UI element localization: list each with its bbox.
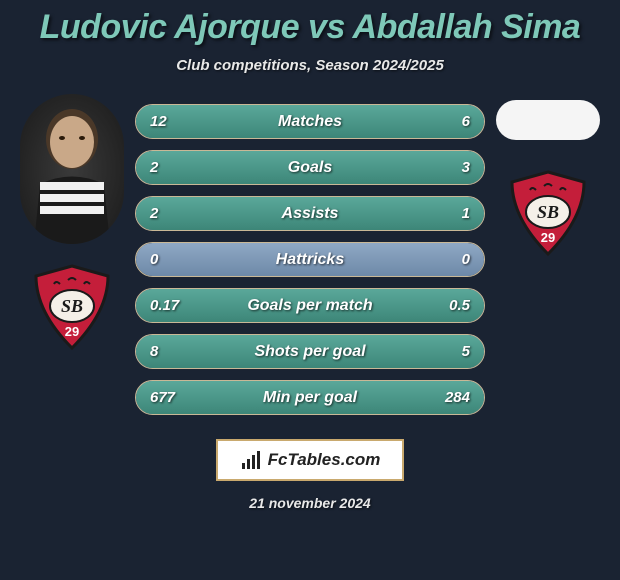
main-area: SB 29 12Matches62Goals32Assists10Hattric… [0,104,620,415]
stat-row: 8Shots per goal5 [135,334,485,369]
stat-value-right: 1 [414,205,484,222]
team-right-badge: SB 29 [502,168,594,260]
stat-row: 2Goals3 [135,150,485,185]
stat-label: Shots per goal [206,343,414,361]
branding-badge[interactable]: FcTables.com [216,439,405,481]
team-left-badge: SB 29 [26,262,118,354]
stat-value-right: 6 [414,113,484,130]
stat-value-right: 3 [414,159,484,176]
stat-value-left: 0.17 [136,297,206,314]
svg-text:SB: SB [61,296,83,316]
player-silhouette-icon [20,94,124,244]
stat-value-left: 677 [136,389,206,406]
shield-icon: SB 29 [502,168,594,260]
stat-label: Min per goal [206,389,414,407]
page-title: Ludovic Ajorque vs Abdallah Sima [40,8,581,47]
branding-text: FcTables.com [268,450,381,470]
svg-text:29: 29 [541,230,555,245]
stat-row: 12Matches6 [135,104,485,139]
shield-icon: SB 29 [26,262,118,354]
player-left-column: SB 29 [17,104,127,354]
svg-text:29: 29 [65,324,79,339]
stat-value-left: 0 [136,251,206,268]
stat-value-right: 5 [414,343,484,360]
stat-row: 0.17Goals per match0.5 [135,288,485,323]
chart-icon [240,449,262,471]
date-line: 21 november 2024 [249,495,370,511]
stat-row: 677Min per goal284 [135,380,485,415]
subtitle: Club competitions, Season 2024/2025 [176,57,444,74]
stat-value-left: 12 [136,113,206,130]
stat-value-right: 0.5 [414,297,484,314]
stat-label: Goals per match [206,297,414,315]
stat-label: Assists [206,205,414,223]
player-right-placeholder [496,100,600,140]
stat-value-left: 2 [136,159,206,176]
stat-label: Goals [206,159,414,177]
comparison-card: Ludovic Ajorque vs Abdallah Sima Club co… [0,0,620,580]
player-right-column: SB 29 [493,104,603,260]
player-left-photo [20,94,124,244]
stat-value-right: 0 [414,251,484,268]
stat-row: 2Assists1 [135,196,485,231]
stat-value-left: 8 [136,343,206,360]
stats-column: 12Matches62Goals32Assists10Hattricks00.1… [135,104,485,415]
stat-label: Matches [206,113,414,131]
stat-value-right: 284 [414,389,484,406]
stat-row: 0Hattricks0 [135,242,485,277]
svg-text:SB: SB [537,202,559,222]
stat-label: Hattricks [206,251,414,269]
stat-value-left: 2 [136,205,206,222]
